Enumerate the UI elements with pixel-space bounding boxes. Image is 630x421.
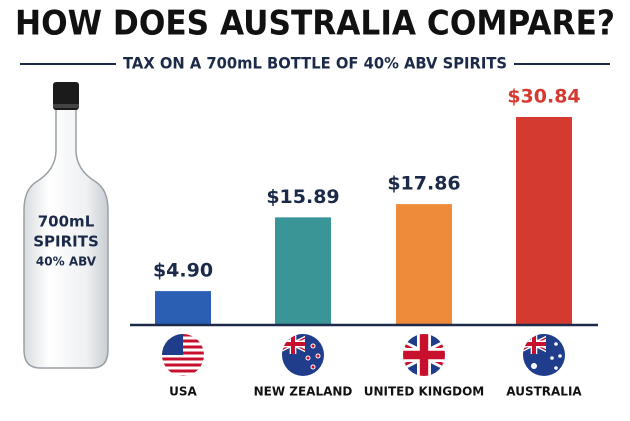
flag-australia	[523, 334, 565, 376]
value-label: $30.84	[507, 86, 580, 108]
x-tick-label: USA	[169, 385, 197, 399]
x-tick-label: UNITED KINGDOM	[364, 385, 485, 399]
x-tick-label: AUSTRALIA	[506, 385, 582, 399]
flag-usa	[162, 334, 204, 376]
flag-nz	[282, 334, 324, 376]
chart-title: HOW DOES AUSTRALIA COMPARE?	[15, 4, 615, 44]
bar	[396, 204, 452, 324]
x-tick-label: NEW ZEALAND	[254, 385, 353, 399]
bar	[516, 117, 572, 324]
bar	[275, 217, 331, 324]
bottle-label: 700mL	[38, 213, 95, 231]
bar	[155, 291, 211, 324]
flag-uk	[382, 334, 466, 376]
value-label: $15.89	[266, 186, 339, 208]
bottle-label: SPIRITS	[33, 233, 99, 251]
bottle-label: 40% ABV	[36, 255, 97, 269]
bars: $4.90 USA $15.89 NEW ZEALAND $17.86 UNITED KI…	[153, 86, 582, 399]
bottle: 700mL SPIRITS 40% ABV	[23, 82, 109, 369]
chart-subtitle: TAX ON A 700mL BOTTLE OF 40% ABV SPIRITS	[123, 54, 507, 73]
value-label: $4.90	[153, 260, 213, 282]
value-label: $17.86	[387, 173, 460, 195]
